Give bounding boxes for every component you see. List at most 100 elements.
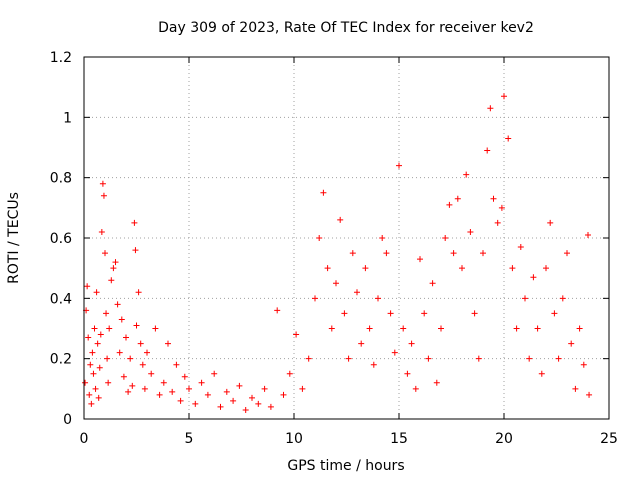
data-point xyxy=(88,400,95,407)
data-point xyxy=(408,340,415,347)
data-point xyxy=(93,289,100,296)
data-point xyxy=(362,265,369,272)
data-point xyxy=(249,394,255,401)
data-point xyxy=(417,256,423,263)
data-point xyxy=(484,147,491,154)
data-point xyxy=(102,250,108,257)
data-point xyxy=(316,235,323,241)
data-point xyxy=(576,325,583,332)
data-point xyxy=(333,280,339,287)
data-point xyxy=(108,277,115,284)
data-point xyxy=(192,400,199,407)
data-point xyxy=(320,189,327,196)
data-point xyxy=(450,250,457,257)
data-point xyxy=(438,325,444,332)
data-points xyxy=(82,93,593,413)
data-point xyxy=(125,388,132,395)
data-point xyxy=(106,325,113,332)
data-point xyxy=(132,247,139,254)
y-tick-label: 0.4 xyxy=(50,291,72,307)
data-point xyxy=(337,216,344,223)
data-point xyxy=(90,370,97,377)
data-point xyxy=(425,355,432,362)
data-point xyxy=(255,400,262,407)
data-point xyxy=(116,349,123,356)
data-point xyxy=(559,295,566,302)
data-point xyxy=(97,331,104,338)
data-point xyxy=(487,105,494,112)
data-point xyxy=(580,361,587,368)
data-point xyxy=(543,265,549,272)
data-point xyxy=(165,340,171,347)
data-point xyxy=(391,349,398,356)
data-point xyxy=(211,370,218,377)
data-point xyxy=(446,201,453,208)
data-point xyxy=(137,340,144,347)
data-point xyxy=(442,235,449,241)
data-point xyxy=(501,93,507,100)
data-point xyxy=(85,334,92,341)
data-point xyxy=(354,289,360,296)
data-point xyxy=(169,388,176,395)
data-point xyxy=(299,385,306,392)
data-point xyxy=(118,316,125,323)
y-tick-label: 1.2 xyxy=(50,50,72,66)
data-point xyxy=(547,219,554,226)
data-point xyxy=(114,301,121,308)
data-point xyxy=(120,373,127,380)
data-point xyxy=(538,370,545,377)
data-point xyxy=(509,265,516,272)
data-point xyxy=(110,265,117,272)
data-point xyxy=(148,370,155,377)
data-point xyxy=(91,325,98,332)
data-point xyxy=(87,361,94,368)
x-tick-label: 10 xyxy=(285,431,303,447)
plot-frame xyxy=(83,56,610,420)
data-point xyxy=(261,385,268,392)
data-point xyxy=(454,195,461,202)
data-point xyxy=(217,403,224,410)
y-tick-label: 0.2 xyxy=(50,352,72,368)
data-point xyxy=(123,334,129,341)
data-point xyxy=(387,310,394,317)
data-point xyxy=(104,355,111,362)
data-point xyxy=(429,280,436,287)
data-point xyxy=(585,231,591,238)
data-point xyxy=(112,259,119,266)
data-point xyxy=(86,391,93,398)
data-point xyxy=(141,385,148,392)
data-point xyxy=(99,180,106,187)
data-point xyxy=(421,310,428,317)
data-point xyxy=(370,361,377,368)
data-point xyxy=(534,325,541,332)
data-point xyxy=(480,250,486,257)
data-point xyxy=(236,382,243,389)
data-point xyxy=(358,340,365,347)
data-point xyxy=(127,355,134,362)
data-point xyxy=(242,406,249,413)
data-point xyxy=(412,385,419,392)
data-point xyxy=(144,349,150,356)
y-axis-label: ROTI / TECUs xyxy=(6,192,22,284)
data-point xyxy=(92,385,99,392)
x-tick-label: 5 xyxy=(185,431,194,447)
grid-lines xyxy=(84,57,609,419)
data-point xyxy=(139,361,146,368)
data-point xyxy=(375,295,381,302)
data-point xyxy=(173,361,180,368)
data-point xyxy=(555,355,562,362)
data-point xyxy=(274,307,281,314)
data-point xyxy=(490,195,497,202)
data-point xyxy=(94,340,101,347)
data-point xyxy=(400,325,407,332)
data-point xyxy=(396,162,402,169)
data-point xyxy=(160,379,167,386)
data-point xyxy=(568,340,575,347)
data-point xyxy=(505,135,512,142)
data-point xyxy=(517,244,524,251)
data-point xyxy=(526,355,533,362)
data-point xyxy=(341,310,348,317)
x-tick-label: 0 xyxy=(80,431,89,447)
data-point xyxy=(530,274,537,281)
